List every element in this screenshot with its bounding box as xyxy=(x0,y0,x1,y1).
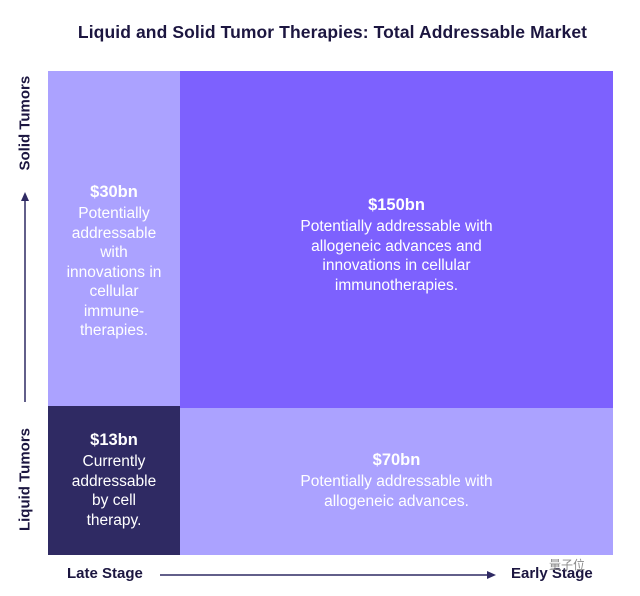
quadrant-liquid-late-stage: $13bn Currently addressable by cell ther… xyxy=(48,406,180,555)
quadrant-value: $30bn xyxy=(90,183,138,201)
y-axis-label-solid-tumors: Solid Tumors xyxy=(16,75,34,171)
quadrant-value: $13bn xyxy=(90,431,138,449)
x-axis-label-late-stage: Late Stage xyxy=(67,565,143,582)
watermark: 量子位 xyxy=(549,558,586,572)
quadrant-solid-early-stage: $150bn Potentially addressable with allo… xyxy=(180,71,613,408)
y-axis-label-liquid-tumors: Liquid Tumors xyxy=(16,427,34,532)
quadrant-description: Currently addressable by cell therapy. xyxy=(71,453,157,529)
quadrant-description: Potentially addressable with allogeneic … xyxy=(300,473,493,510)
quadrant-description: Potentially addressable with allogeneic … xyxy=(300,218,493,294)
x-axis-arrow xyxy=(160,571,496,579)
chart-title: Liquid and Solid Tumor Therapies: Total … xyxy=(77,22,588,42)
y-axis-arrow xyxy=(21,192,29,402)
quadrant-description: Potentially addressable with innovations… xyxy=(66,205,162,339)
quadrant-value: $150bn xyxy=(368,196,425,214)
quadrant-liquid-early-stage: $70bn Potentially addressable with allog… xyxy=(180,408,613,555)
x-axis-label-early-stage: Early Stage xyxy=(511,565,593,582)
quadrant-solid-late-stage: $30bn Potentially addressable with innov… xyxy=(48,71,180,406)
quadrant-value: $70bn xyxy=(372,451,421,469)
